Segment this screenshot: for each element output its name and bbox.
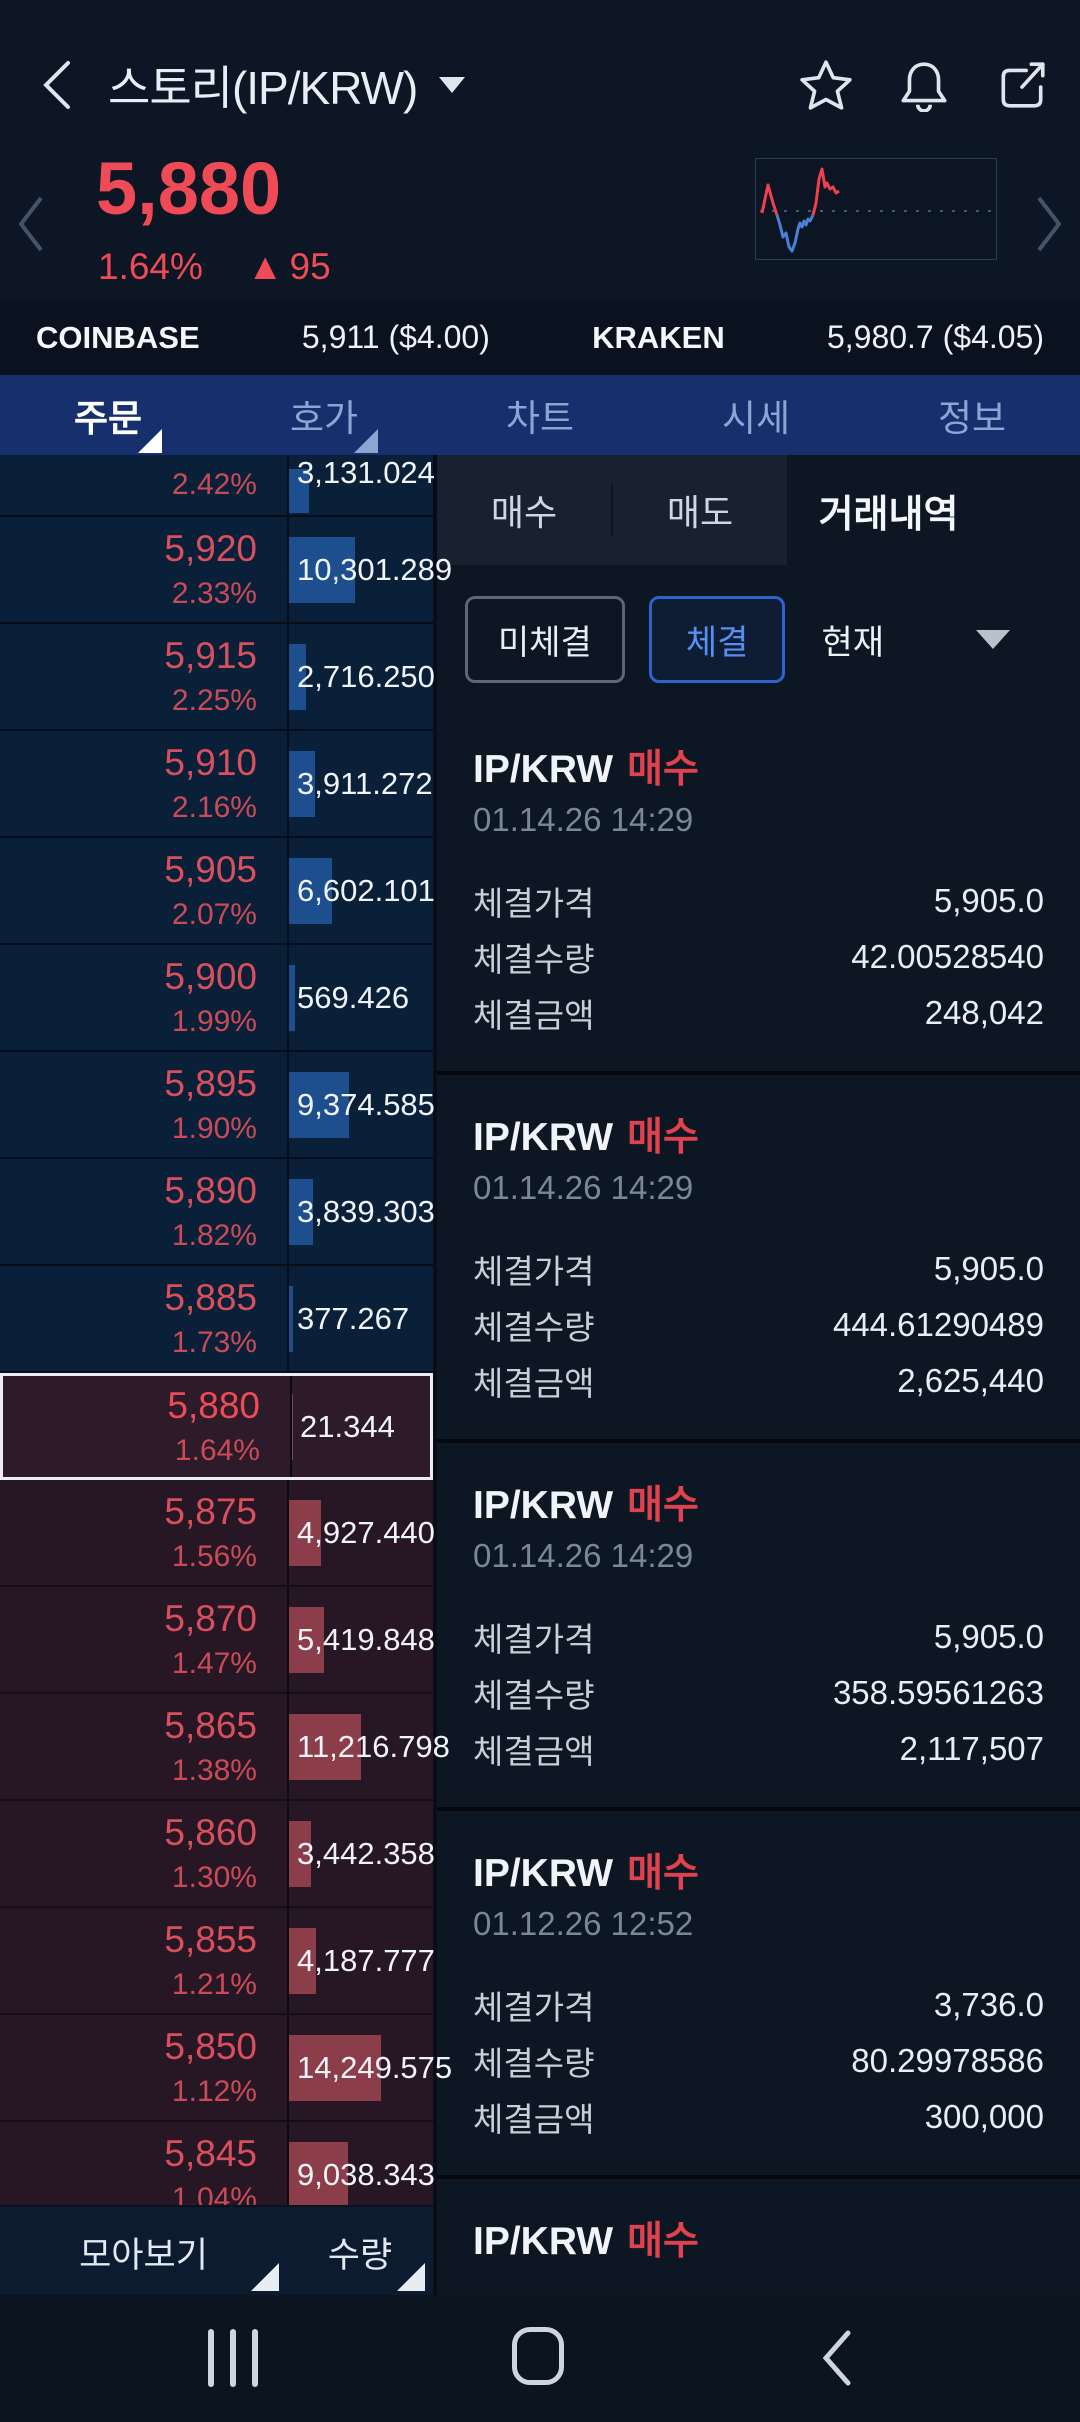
depth-bar — [289, 469, 310, 513]
trade-entry[interactable]: IP/KRW 매수 01.14.26 14:29 체결가격 5,905.0 체결수량… — [437, 1075, 1080, 1443]
order-book: 2.42% 3,131.024 5,920 2.33% 10,301.289 5,… — [0, 455, 452, 2229]
title-dropdown-caret-icon[interactable] — [439, 77, 466, 93]
back-icon[interactable] — [30, 57, 82, 113]
tab-quotes[interactable]: 호가 — [216, 375, 432, 455]
tab-chart[interactable]: 차트 — [505, 398, 575, 439]
order-book-row-selected[interactable]: 5,880 1.64% 21.344 — [0, 1373, 433, 1480]
tab-info[interactable]: 정보 — [937, 398, 1007, 439]
order-book-row[interactable]: 5,875 1.56% 4,927.440 — [0, 1480, 435, 1587]
order-book-row[interactable]: 5,910 2.16% 3,911.272 — [0, 731, 433, 838]
order-book-row[interactable]: 5,915 2.25% 2,716.250 — [0, 624, 435, 731]
depth-bar — [289, 1606, 324, 1673]
order-book-row[interactable]: 5,885 1.73% 377.267 — [0, 1266, 433, 1373]
change-absolute: 95 — [289, 246, 331, 287]
corner-triangle-icon — [397, 2263, 425, 2291]
order-book-row[interactable]: 5,860 1.30% 3,442.358 — [0, 1801, 435, 1908]
trade-datetime: 01.14.26 14:29 — [473, 1169, 694, 1206]
unfilled-filter-button[interactable]: 미체결 — [465, 595, 625, 683]
depth-bar — [289, 643, 307, 710]
dropdown-caret-icon — [976, 629, 1010, 649]
order-book-footer: 모아보기 수량 — [0, 2205, 433, 2297]
depth-bar — [289, 2141, 349, 2208]
depth-bar — [289, 536, 356, 603]
main-tab-bar: 주문 호가 차트 시세 정보 — [0, 375, 1080, 455]
filled-filter-button[interactable]: 체결 — [648, 595, 786, 683]
exchange-compare-bar: COINBASE 5,911 ($4.00) KRAKEN 5,980.7 ($… — [0, 300, 1080, 375]
share-icon[interactable] — [994, 57, 1050, 113]
trade-history-list: IP/KRW 매수 01.14.26 14:29 체결가격 5,905.0 체결수량… — [437, 707, 1080, 2265]
tab-sell[interactable]: 매도 — [666, 492, 734, 533]
order-book-row[interactable]: 2.42% 3,131.024 — [0, 455, 435, 517]
next-coin-chevron-icon[interactable] — [1032, 192, 1066, 256]
period-dropdown[interactable]: 현재 — [821, 615, 1052, 664]
price-block: 5,880 1.64% ▲ 95 — [0, 147, 1080, 300]
history-filter-row: 미체결 체결 현재 — [437, 565, 1080, 707]
depth-bar — [289, 1499, 321, 1566]
tab-corner-triangle-icon — [138, 429, 162, 453]
trade-panel-tabs: 매수 매도 거래내역 — [437, 455, 1080, 565]
quantity-mode-button[interactable]: 수량 — [287, 2207, 433, 2297]
exchange-price: 5,911 ($4.00) — [301, 319, 490, 355]
android-back-icon[interactable] — [818, 2327, 854, 2389]
android-nav-bar — [0, 2295, 1080, 2422]
order-book-row[interactable]: 5,850 1.12% 14,249.575 — [0, 2015, 452, 2122]
trade-datetime: 01.12.26 12:52 — [473, 1905, 694, 1942]
price-change: 1.64% ▲ 95 — [98, 246, 331, 288]
trade-datetime: 01.14.26 14:29 — [473, 1537, 694, 1574]
home-icon[interactable] — [512, 2327, 564, 2385]
change-percent: 1.64% — [98, 246, 203, 287]
depth-bar — [289, 1071, 350, 1138]
depth-bar — [289, 1820, 311, 1887]
depth-bar — [289, 1285, 294, 1352]
current-price: 5,880 — [96, 147, 282, 230]
depth-bar — [289, 1927, 317, 1994]
app-header: 스토리(IP/KRW) — [0, 0, 1080, 150]
trade-panel: 매수 매도 거래내역 미체결 체결 현재 IP/KRW 매수 01.14.26 1… — [433, 455, 1080, 2305]
tab-divider — [611, 484, 613, 536]
prev-coin-chevron-icon[interactable] — [14, 192, 48, 256]
group-view-button[interactable]: 모아보기 — [0, 2207, 287, 2297]
order-book-row[interactable]: 5,890 1.82% 3,839.303 — [0, 1159, 435, 1266]
exchange-price: 5,980.7 ($4.05) — [826, 319, 1044, 355]
tab-buy[interactable]: 매수 — [490, 492, 558, 533]
up-arrow-icon: ▲ — [246, 246, 284, 287]
trade-entry[interactable]: IP/KRW 매수 — [473, 2220, 699, 2263]
order-book-row[interactable]: 5,920 2.33% 10,301.289 — [0, 517, 452, 624]
depth-bar — [289, 964, 295, 1031]
trade-entry[interactable]: IP/KRW 매수 01.12.26 12:52 체결가격 3,736.0 체결수량… — [437, 1811, 1080, 2179]
order-book-row[interactable]: 5,865 1.38% 11,216.798 — [0, 1694, 450, 1801]
tab-corner-triangle-icon — [354, 429, 378, 453]
exchange-name: KRAKEN — [592, 319, 725, 355]
page-title[interactable]: 스토리(IP/KRW) — [108, 62, 418, 114]
order-book-row[interactable]: 5,870 1.47% 5,419.848 — [0, 1587, 435, 1694]
trade-entry[interactable]: IP/KRW 매수 01.14.26 14:29 체결가격 5,905.0 체결수량… — [437, 707, 1080, 1075]
depth-bar — [289, 750, 315, 817]
depth-bar — [292, 1393, 294, 1460]
tab-trade-history[interactable]: 거래내역 — [818, 493, 959, 536]
mini-price-chart[interactable] — [755, 158, 997, 260]
notification-bell-icon[interactable] — [896, 57, 952, 113]
depth-bar — [289, 2034, 382, 2101]
trade-datetime: 01.14.26 14:29 — [473, 801, 694, 838]
order-book-row[interactable]: 5,900 1.99% 569.426 — [0, 945, 433, 1052]
order-book-row[interactable]: 5,905 2.07% 6,602.101 — [0, 838, 435, 945]
recents-icon[interactable] — [208, 2329, 258, 2387]
favorite-star-icon[interactable] — [798, 57, 854, 113]
depth-bar — [289, 1178, 314, 1245]
tab-market[interactable]: 시세 — [721, 398, 791, 439]
trade-entry[interactable]: IP/KRW 매수 01.14.26 14:29 체결가격 5,905.0 체결수량… — [437, 1443, 1080, 1811]
order-book-row[interactable]: 5,855 1.21% 4,187.777 — [0, 1908, 435, 2015]
exchange-name: COINBASE — [36, 319, 200, 355]
tab-order[interactable]: 주문 — [0, 375, 216, 455]
depth-bar — [289, 857, 333, 924]
depth-bar — [289, 1713, 361, 1780]
order-book-row[interactable]: 5,895 1.90% 9,374.585 — [0, 1052, 435, 1159]
corner-triangle-icon — [251, 2263, 279, 2291]
